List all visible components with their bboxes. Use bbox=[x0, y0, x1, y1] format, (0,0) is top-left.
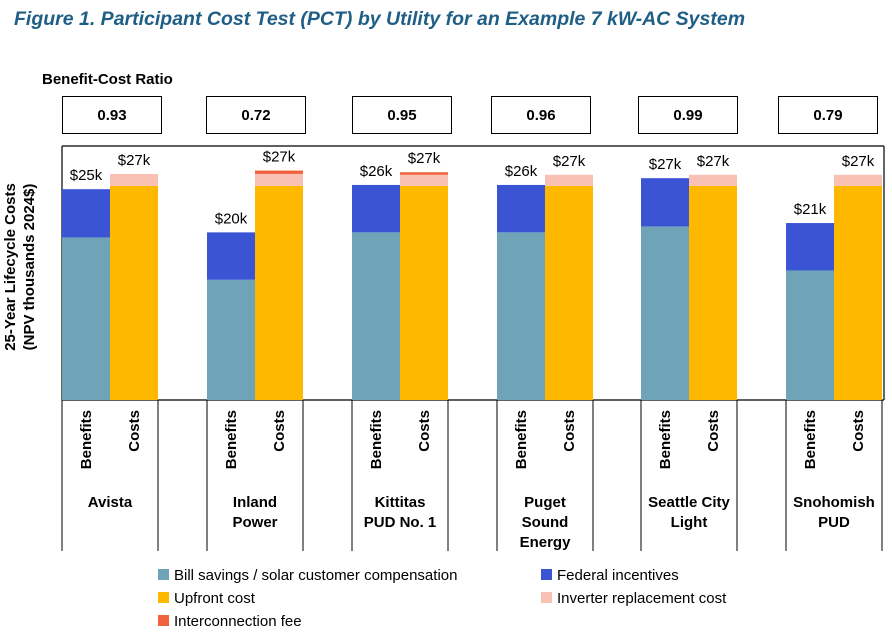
ratio-box-puget: 0.96 bbox=[491, 96, 591, 134]
category-label-line: Energy bbox=[520, 534, 572, 551]
bar-kittitas-pud-no-1-costs-upfront-cost bbox=[400, 185, 448, 400]
category-label-line: Inland bbox=[233, 494, 277, 511]
bar-seattle-city-light-benefits-bill-savings-solar-customer-compensation bbox=[641, 226, 689, 400]
figure-title: Figure 1. Participant Cost Test (PCT) by… bbox=[14, 8, 746, 30]
bar-kittitas-pud-no-1-costs-interconnection-fee bbox=[400, 172, 448, 175]
category-label-avista: Avista bbox=[88, 494, 133, 511]
bar-avista-costs-upfront-cost bbox=[110, 185, 158, 400]
bar-snohomish-pud-benefits-bill-savings-solar-customer-compensation bbox=[786, 270, 834, 400]
tick-label-seattle-city-light-benefits: Benefits bbox=[657, 410, 674, 469]
bar-inland-power-benefits-federal-incentives bbox=[207, 232, 255, 280]
tick-label-kittitas-pud-no-1-benefits: Benefits bbox=[368, 410, 385, 469]
bar-puget-sound-energy-benefits-bill-savings-solar-customer-compensation bbox=[497, 232, 545, 400]
category-label-snohomish-pud: Snohomish PUD bbox=[793, 494, 875, 531]
category-label-line: Puget bbox=[524, 494, 566, 511]
category-label-line: Snohomish bbox=[793, 494, 875, 511]
tick-label-snohomish-pud-benefits: Benefits bbox=[802, 410, 819, 469]
category-label-line: PUD No. 1 bbox=[364, 514, 437, 531]
bar-inland-power-benefits-bill-savings-solar-customer-compensation bbox=[207, 279, 255, 400]
category-label-line: Sound bbox=[522, 514, 569, 531]
tick-label-kittitas-pud-no-1-costs: Costs bbox=[416, 410, 433, 452]
category-label-line: PUD bbox=[818, 514, 850, 531]
category-label-line: Light bbox=[671, 514, 708, 531]
bar-inland-power-costs-interconnection-fee bbox=[255, 170, 303, 174]
data-label-kittitas-pud-no-1-costs: $27k bbox=[408, 150, 441, 167]
legend-swatch-interconnection-fee bbox=[158, 615, 169, 626]
ratio-box-kittitas: 0.95 bbox=[352, 96, 452, 134]
ratio-box-snohomish: 0.79 bbox=[778, 96, 878, 134]
tick-label-snohomish-pud-costs: Costs bbox=[850, 410, 867, 452]
tick-label-inland-power-costs: Costs bbox=[271, 410, 288, 452]
bar-snohomish-pud-costs-upfront-cost bbox=[834, 185, 882, 400]
legend-label-federal-incentives: Federal incentives bbox=[557, 567, 679, 584]
tick-label-inland-power-benefits: Benefits bbox=[223, 410, 240, 469]
bar-avista-costs-inverter-replacement-cost bbox=[110, 173, 158, 186]
tick-label-seattle-city-light-costs: Costs bbox=[705, 410, 722, 452]
data-label-avista-benefits: $25k bbox=[70, 167, 103, 184]
legend-swatch-upfront-cost bbox=[158, 592, 169, 603]
ratio-box-inland-power: 0.72 bbox=[206, 96, 306, 134]
data-label-snohomish-pud-benefits: $21k bbox=[794, 201, 827, 218]
bar-avista-benefits-bill-savings-solar-customer-compensation bbox=[62, 237, 110, 400]
legend-swatch-federal-incentives bbox=[541, 569, 552, 580]
legend-label-bill-savings-solar-customer-compensation: Bill savings / solar customer compensati… bbox=[174, 567, 457, 584]
legend-swatch-bill-savings-solar-customer-compensation bbox=[158, 569, 169, 580]
category-label-puget-sound-energy: Puget Sound Energy bbox=[520, 494, 572, 551]
bar-avista-benefits-federal-incentives bbox=[62, 189, 110, 238]
bar-puget-sound-energy-benefits-federal-incentives bbox=[497, 184, 545, 233]
bar-puget-sound-energy-costs-upfront-cost bbox=[545, 185, 593, 400]
legend-swatch-inverter-replacement-cost bbox=[541, 592, 552, 603]
bar-kittitas-pud-no-1-costs-inverter-replacement-cost bbox=[400, 174, 448, 186]
bar-inland-power-costs-upfront-cost bbox=[255, 185, 303, 400]
bar-snohomish-pud-costs-inverter-replacement-cost bbox=[834, 174, 882, 186]
bar-snohomish-pud-benefits-federal-incentives bbox=[786, 223, 834, 271]
data-label-puget-sound-energy-costs: $27k bbox=[553, 153, 586, 170]
bar-seattle-city-light-benefits-federal-incentives bbox=[641, 178, 689, 227]
bar-inland-power-costs-inverter-replacement-cost bbox=[255, 173, 303, 186]
tick-label-avista-benefits: Benefits bbox=[78, 410, 95, 469]
data-label-inland-power-costs: $27k bbox=[263, 149, 296, 166]
bar-seattle-city-light-costs-upfront-cost bbox=[689, 185, 737, 400]
data-label-seattle-city-light-costs: $27k bbox=[697, 153, 730, 170]
legend-label-upfront-cost: Upfront cost bbox=[174, 590, 256, 607]
category-label-inland-power: Inland Power bbox=[232, 494, 277, 531]
legend-label-inverter-replacement-cost: Inverter replacement cost bbox=[557, 590, 727, 607]
data-label-puget-sound-energy-benefits: $26k bbox=[505, 163, 538, 180]
tick-label-puget-sound-energy-costs: Costs bbox=[561, 410, 578, 452]
bar-puget-sound-energy-costs-inverter-replacement-cost bbox=[545, 174, 593, 186]
tick-label-avista-costs: Costs bbox=[126, 410, 143, 452]
data-label-seattle-city-light-benefits: $27k bbox=[649, 156, 682, 173]
category-label-line: Power bbox=[232, 514, 277, 531]
bar-seattle-city-light-costs-inverter-replacement-cost bbox=[689, 174, 737, 186]
benefit-cost-ratio-heading: Benefit-Cost Ratio bbox=[42, 71, 173, 88]
data-label-inland-power-benefits: $20k bbox=[215, 210, 248, 227]
ratio-box-seattle: 0.99 bbox=[638, 96, 738, 134]
category-label-kittitas-pud-no-1: Kittitas PUD No. 1 bbox=[364, 494, 437, 531]
category-label-line: Seattle City bbox=[648, 494, 730, 511]
category-label-line: Avista bbox=[88, 494, 133, 511]
category-label-seattle-city-light: Seattle City Light bbox=[648, 494, 730, 531]
bar-kittitas-pud-no-1-benefits-federal-incentives bbox=[352, 184, 400, 233]
bar-kittitas-pud-no-1-benefits-bill-savings-solar-customer-compensation bbox=[352, 232, 400, 400]
ratio-box-avista: 0.93 bbox=[62, 96, 162, 134]
legend-label-interconnection-fee: Interconnection fee bbox=[174, 613, 302, 630]
data-label-snohomish-pud-costs: $27k bbox=[842, 153, 875, 170]
category-label-line: Kittitas bbox=[375, 494, 426, 511]
data-label-kittitas-pud-no-1-benefits: $26k bbox=[360, 163, 393, 180]
tick-label-puget-sound-energy-benefits: Benefits bbox=[513, 410, 530, 469]
data-label-avista-costs: $27k bbox=[118, 152, 151, 169]
